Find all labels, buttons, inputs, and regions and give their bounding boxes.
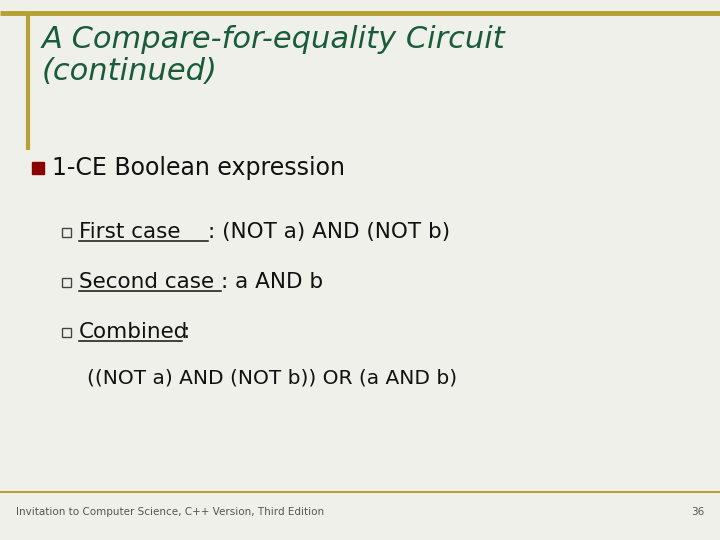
Text: ((NOT a) AND (NOT b)) OR (a AND b): ((NOT a) AND (NOT b)) OR (a AND b) bbox=[87, 368, 457, 388]
Text: 1-CE Boolean expression: 1-CE Boolean expression bbox=[52, 156, 345, 180]
Bar bbox=[62, 227, 71, 237]
Bar bbox=[32, 162, 44, 174]
Text: : (NOT a) AND (NOT b): : (NOT a) AND (NOT b) bbox=[208, 222, 450, 242]
Bar bbox=[62, 327, 71, 336]
Text: Combined: Combined bbox=[79, 322, 189, 342]
Text: : a AND b: : a AND b bbox=[221, 272, 323, 292]
Text: :: : bbox=[182, 322, 189, 342]
Text: Invitation to Computer Science, C++ Version, Third Edition: Invitation to Computer Science, C++ Vers… bbox=[16, 507, 324, 517]
Text: Second case: Second case bbox=[79, 272, 214, 292]
Text: (continued): (continued) bbox=[42, 57, 218, 86]
Text: First case: First case bbox=[79, 222, 181, 242]
Text: A Compare-for-equality Circuit: A Compare-for-equality Circuit bbox=[42, 25, 505, 54]
Bar bbox=[62, 278, 71, 287]
Text: 36: 36 bbox=[690, 507, 704, 517]
